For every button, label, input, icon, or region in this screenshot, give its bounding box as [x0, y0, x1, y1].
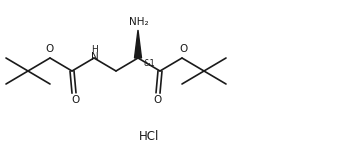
- Text: O: O: [46, 44, 54, 54]
- Text: HCl: HCl: [138, 129, 159, 142]
- Text: O: O: [153, 95, 161, 105]
- Text: O: O: [71, 95, 79, 105]
- Text: NH₂: NH₂: [129, 17, 149, 27]
- Polygon shape: [135, 30, 142, 58]
- Text: N: N: [91, 52, 99, 62]
- Text: O: O: [179, 44, 187, 54]
- Text: &1: &1: [143, 58, 155, 67]
- Text: H: H: [92, 45, 98, 54]
